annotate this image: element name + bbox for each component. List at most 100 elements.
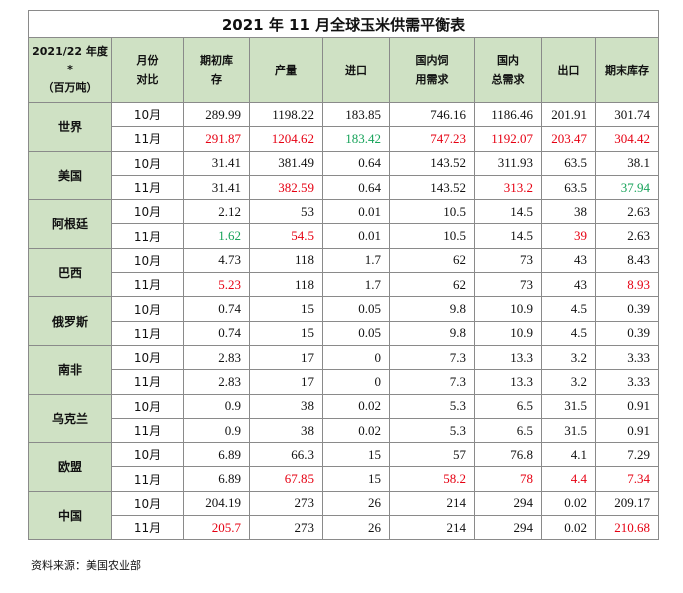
value-cell: 747.23 xyxy=(389,126,475,152)
value-cell: 38.1 xyxy=(594,150,660,176)
value-cell: 0.9 xyxy=(183,393,250,419)
country-cell: 世界 xyxy=(28,102,112,152)
column-header-line: 国内饲 xyxy=(415,54,449,67)
value-cell: 301.74 xyxy=(594,101,660,128)
month-cell: 10月 xyxy=(111,490,184,517)
value-cell: 13.3 xyxy=(474,344,542,371)
value-cell: 0.91 xyxy=(594,417,660,444)
value-cell: 0.91 xyxy=(594,393,660,419)
value-cell: 289.99 xyxy=(183,101,250,128)
value-cell: 294 xyxy=(474,490,542,517)
month-cell: 11月 xyxy=(111,515,184,541)
table-row: 美国 10月 31.41 381.49 0.64 143.52 311.93 63.5 38.1 xyxy=(28,150,660,201)
column-header-line: 总需求 xyxy=(491,73,525,86)
month-cell: 10月 xyxy=(111,247,184,274)
value-cell: 8.93 xyxy=(594,272,660,298)
value-cell: 0.9 xyxy=(183,417,250,444)
value-cell: 0.64 xyxy=(322,150,390,176)
value-cell: 0.39 xyxy=(594,296,660,322)
header-row: 2021/22 年度 * （百万吨） 月份 对比 期初库存产量 进口 国内饲 用需求 国内总… xyxy=(28,37,660,103)
value-cell: 38 xyxy=(249,393,323,419)
column-header: 国内饲 用需求 xyxy=(389,37,475,103)
value-cell: 63.5 xyxy=(541,150,596,176)
value-cell: 5.3 xyxy=(389,393,475,419)
value-cell: 1186.46 xyxy=(474,101,542,128)
month-cell: 10月 xyxy=(111,101,184,128)
value-cell: 7.3 xyxy=(389,344,475,371)
value-cell: 4.4 xyxy=(541,466,596,492)
value-cell: 14.5 xyxy=(474,223,542,249)
value-cell: 31.5 xyxy=(541,417,596,444)
value-cell: 214 xyxy=(389,515,475,541)
value-cell: 2.83 xyxy=(183,369,250,395)
value-cell: 7.3 xyxy=(389,369,475,395)
value-cell: 291.87 xyxy=(183,126,250,152)
value-cell: 15 xyxy=(322,466,390,492)
table-row: 11月 6.89 67.85 15 58.2 78 4.4 7.34 xyxy=(29,466,660,492)
value-cell: 201.91 xyxy=(541,101,596,128)
value-cell: 62 xyxy=(389,247,475,274)
country-cell: 阿根廷 xyxy=(28,199,112,249)
value-cell: 214 xyxy=(389,490,475,517)
value-cell: 8.43 xyxy=(594,247,660,274)
value-cell: 7.29 xyxy=(594,442,660,468)
value-cell: 746.16 xyxy=(389,101,475,128)
table-row: 中国 10月 204.19 273 26 214 294 0.02 209.17 xyxy=(28,490,660,541)
value-cell: 0 xyxy=(322,344,390,371)
value-cell: 311.93 xyxy=(474,150,542,176)
value-cell: 43 xyxy=(541,272,596,298)
value-cell: 15 xyxy=(249,296,323,322)
table-row: 南非 10月 2.83 17 0 7.3 13.3 3.2 3.33 xyxy=(28,344,660,395)
corner-line-season: 2021/22 年度 xyxy=(32,45,108,58)
month-cell: 10月 xyxy=(111,393,184,419)
value-cell: 3.33 xyxy=(594,344,660,371)
column-header-line: 国内 xyxy=(497,54,519,67)
value-cell: 2.83 xyxy=(183,344,250,371)
column-header-line: 用需求 xyxy=(415,73,449,86)
column-header: 月份 对比 xyxy=(111,37,184,103)
column-header: 期末库存 xyxy=(594,37,660,103)
value-cell: 62 xyxy=(389,272,475,298)
value-cell: 0.02 xyxy=(541,490,596,517)
value-cell: 0.74 xyxy=(183,320,250,346)
value-cell: 53 xyxy=(249,199,323,225)
value-cell: 4.5 xyxy=(541,320,596,346)
column-header: 产量 xyxy=(249,37,323,103)
value-cell: 10.9 xyxy=(474,320,542,346)
table-title: 2021 年 11 月全球玉米供需平衡表 xyxy=(27,10,660,38)
column-header-line: 月份 xyxy=(136,54,159,67)
column-header-line: 期末库存 xyxy=(605,63,650,77)
value-cell: 6.5 xyxy=(474,417,542,444)
column-header-line: 期初库 xyxy=(200,54,233,67)
balance-table-container: 2021 年 11 月全球玉米供需平衡表 2021/22 年度 * （百万吨） … xyxy=(27,10,660,541)
value-cell: 1.7 xyxy=(322,272,390,298)
balance-table: 2021 年 11 月全球玉米供需平衡表 2021/22 年度 * （百万吨） … xyxy=(27,10,660,541)
value-cell: 0.01 xyxy=(322,199,390,225)
value-cell: 0.02 xyxy=(322,393,390,419)
column-header-line: 存 xyxy=(211,73,222,86)
value-cell: 14.5 xyxy=(474,199,542,225)
value-cell: 0.01 xyxy=(322,223,390,249)
value-cell: 0.64 xyxy=(322,174,390,201)
value-cell: 26 xyxy=(322,490,390,517)
value-cell: 3.2 xyxy=(541,369,596,395)
table-row: 巴西 10月 4.73 118 1.7 62 73 43 8.43 xyxy=(28,247,660,298)
value-cell: 273 xyxy=(249,490,323,517)
month-cell: 11月 xyxy=(111,320,184,346)
column-header-line: 产量 xyxy=(275,63,297,77)
table-row: 11月 205.7 273 26 214 294 0.02 210.68 xyxy=(29,515,660,541)
table-row: 11月 5.23 118 1.7 62 73 43 8.93 xyxy=(29,272,660,298)
value-cell: 67.85 xyxy=(249,466,323,492)
value-cell: 10.5 xyxy=(389,223,475,249)
corner-line-unit: （百万吨） xyxy=(42,81,98,94)
value-cell: 10.9 xyxy=(474,296,542,322)
value-cell: 294 xyxy=(474,515,542,541)
month-cell: 10月 xyxy=(111,199,184,225)
value-cell: 381.49 xyxy=(249,150,323,176)
value-cell: 54.5 xyxy=(249,223,323,249)
column-header: 国内 总需求 xyxy=(474,37,542,103)
value-cell: 1.7 xyxy=(322,247,390,274)
value-cell: 143.52 xyxy=(389,150,475,176)
value-cell: 2.63 xyxy=(594,223,660,249)
value-cell: 31.41 xyxy=(183,174,250,201)
